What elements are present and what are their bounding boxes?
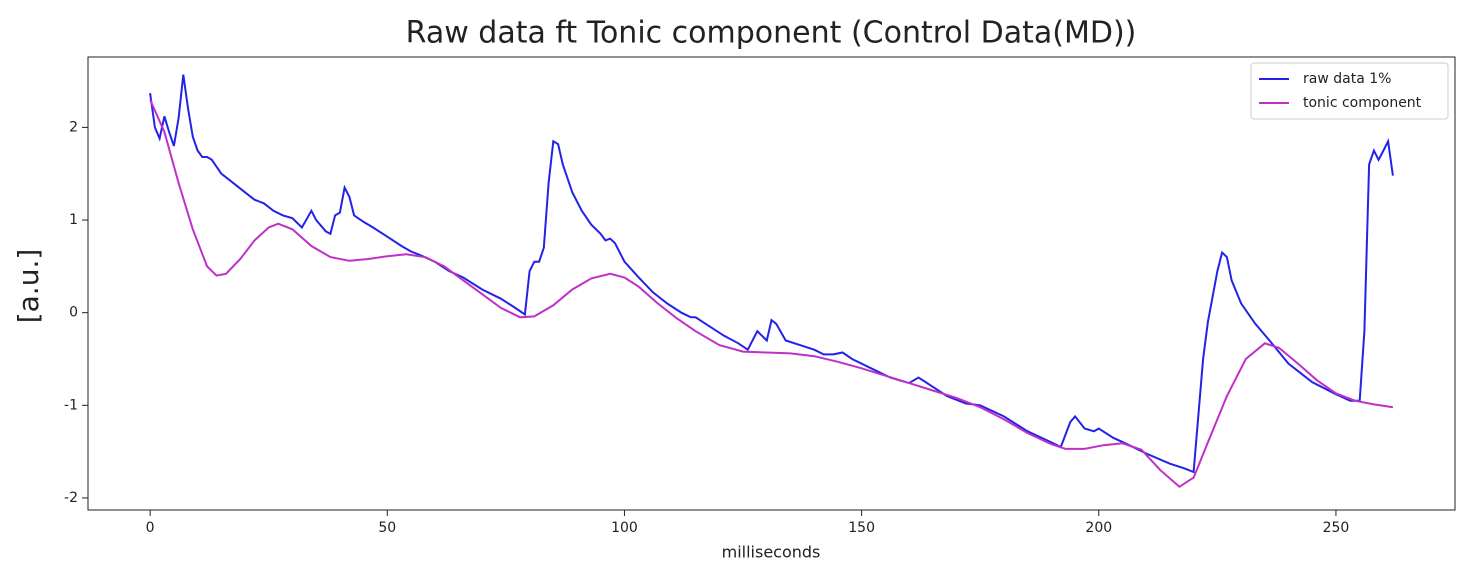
y-tick-label: -1 (64, 397, 78, 413)
legend-label: raw data 1% (1303, 71, 1391, 87)
x-axis-label: milliseconds (722, 543, 821, 562)
y-tick-label: 1 (69, 212, 78, 228)
x-tick-label: 50 (378, 520, 396, 536)
x-tick-label: 200 (1085, 520, 1112, 536)
legend-box (1250, 62, 1449, 120)
legend-label: tonic component (1303, 95, 1422, 111)
x-tick-label: 250 (1323, 520, 1350, 536)
x-tick-label: 150 (848, 520, 875, 536)
chart-title: Raw data ft Tonic component (Control Dat… (406, 16, 1137, 51)
plot-frame (87, 56, 1456, 511)
y-tick-label: 0 (69, 305, 78, 321)
line-series (149, 74, 1394, 474)
x-tick-label: 0 (146, 520, 155, 536)
y-tick-label: -2 (64, 490, 78, 506)
line-series (149, 99, 1394, 489)
y-axis-label: [a.u.] (12, 249, 45, 324)
y-tick-label: 2 (69, 119, 78, 135)
x-tick-label: 100 (611, 520, 638, 536)
